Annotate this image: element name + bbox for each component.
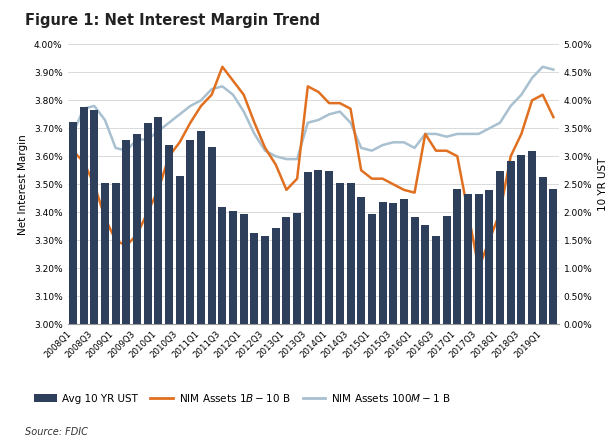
Bar [325, 171, 333, 324]
Bar [400, 199, 408, 324]
Bar [432, 236, 440, 324]
Legend: Avg 10 YR UST, NIM Assets $1 B - $10 B, NIM Assets $100 M - $1 B: Avg 10 YR UST, NIM Assets $1 B - $10 B, … [29, 387, 455, 408]
Bar [379, 202, 387, 324]
Bar [176, 176, 184, 324]
Bar [293, 214, 301, 324]
Bar [443, 216, 451, 324]
Bar [229, 210, 237, 324]
Bar [411, 217, 419, 324]
Bar [101, 183, 109, 324]
Bar [475, 194, 483, 324]
Bar [272, 228, 280, 324]
Bar [282, 217, 290, 324]
Bar [336, 182, 344, 324]
Bar [80, 107, 88, 324]
Y-axis label: Net Interest Margin: Net Interest Margin [18, 134, 28, 234]
Bar [144, 123, 152, 324]
Bar [314, 170, 322, 324]
Bar [346, 182, 354, 324]
Bar [304, 172, 312, 324]
Bar [133, 134, 141, 324]
Bar [251, 233, 258, 324]
Bar [528, 151, 536, 324]
Bar [208, 147, 216, 324]
Bar [357, 197, 365, 324]
Bar [90, 110, 98, 324]
Text: Source: FDIC: Source: FDIC [25, 427, 87, 437]
Bar [550, 189, 558, 324]
Bar [421, 225, 429, 324]
Bar [219, 206, 227, 324]
Bar [69, 122, 77, 324]
Bar [197, 131, 205, 324]
Bar [453, 189, 461, 324]
Y-axis label: 10 YR UST: 10 YR UST [598, 158, 608, 211]
Bar [239, 214, 247, 324]
Bar [538, 177, 546, 324]
Bar [112, 183, 120, 324]
Bar [485, 190, 493, 324]
Bar [464, 194, 472, 324]
Bar [186, 139, 195, 324]
Bar [122, 140, 130, 324]
Bar [261, 236, 269, 324]
Bar [165, 145, 173, 324]
Bar [518, 155, 526, 324]
Text: Figure 1: Net Interest Margin Trend: Figure 1: Net Interest Margin Trend [25, 13, 320, 28]
Bar [154, 117, 162, 324]
Bar [368, 214, 376, 324]
Bar [507, 161, 515, 324]
Bar [496, 171, 504, 324]
Bar [389, 203, 397, 324]
